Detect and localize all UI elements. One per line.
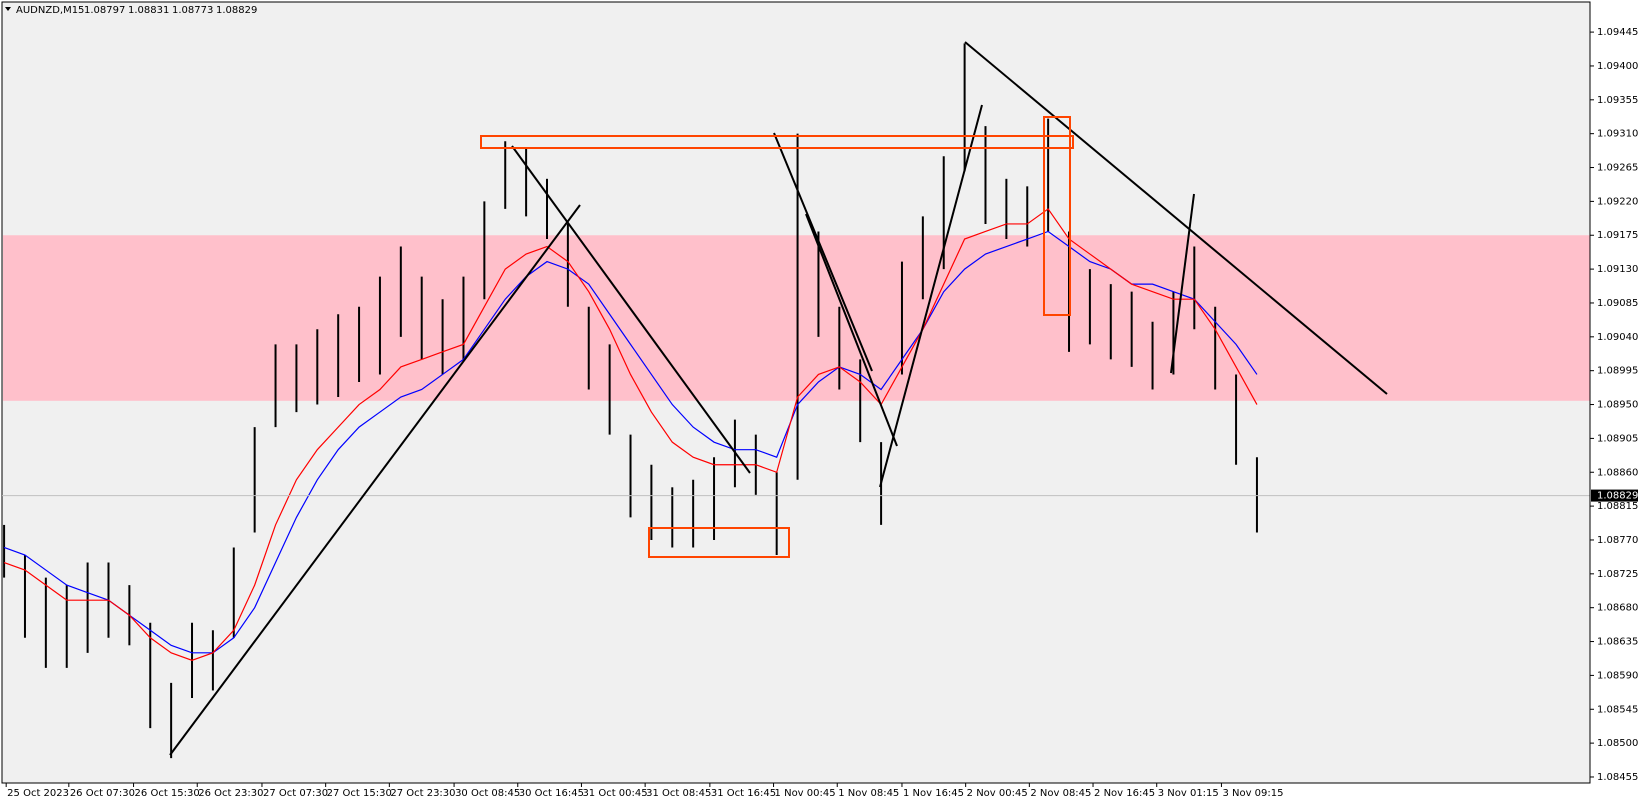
symbol-title: AUDNZD,M15: [16, 5, 84, 16]
y-tick-label: 1.08590: [1597, 670, 1638, 681]
x-tick-label: 1 Nov 16:45: [903, 788, 964, 799]
y-tick-label: 1.08860: [1597, 467, 1638, 478]
x-tick-label: 1 Nov 08:45: [838, 788, 899, 799]
x-tick-label: 25 Oct 2023: [7, 788, 69, 799]
y-tick-label: 1.09355: [1597, 95, 1638, 106]
y-tick-label: 1.08635: [1597, 637, 1638, 648]
y-tick-label: 1.09220: [1597, 196, 1638, 207]
x-tick-label: 2 Nov 00:45: [967, 788, 1028, 799]
zone-layer: [3, 235, 1590, 401]
trend-line: [511, 145, 751, 474]
level-box: [480, 135, 1074, 149]
trend-line: [169, 204, 581, 756]
x-tick-label: 31 Oct 00:45: [582, 788, 647, 799]
x-tick-label: 3 Nov 01:15: [1158, 788, 1219, 799]
x-tick-label: 30 Oct 08:45: [455, 788, 520, 799]
open-value: 1.08797: [84, 5, 125, 16]
x-tick-label: 2 Nov 08:45: [1030, 788, 1091, 799]
trend-line: [1170, 193, 1195, 374]
y-tick-label: 1.08680: [1597, 603, 1638, 614]
trend-line: [879, 104, 983, 488]
x-tick-label: 26 Oct 23:30: [198, 788, 263, 799]
y-tick-label: 1.09085: [1597, 298, 1638, 309]
x-tick-label: 2 Nov 16:45: [1094, 788, 1155, 799]
x-tick-label: 26 Oct 15:30: [135, 788, 200, 799]
y-tick-label: 1.09130: [1597, 264, 1638, 275]
y-tick-label: 1.08905: [1597, 433, 1638, 444]
low-value: 1.08773: [172, 5, 213, 16]
x-tick-label: 27 Oct 23:30: [390, 788, 455, 799]
y-tick-label: 1.09310: [1597, 129, 1638, 140]
x-tick-label: 1 Nov 00:45: [775, 788, 836, 799]
y-tick-label: 1.08455: [1597, 772, 1638, 783]
last-price-box: [1591, 489, 1638, 502]
trend-line: [964, 41, 1388, 395]
y-tick-label: 1.09175: [1597, 230, 1638, 241]
x-tick-label: 31 Oct 08:45: [646, 788, 711, 799]
x-tick-label: 27 Oct 07:30: [263, 788, 328, 799]
moving-average: [3, 208, 1258, 661]
level-box: [1043, 116, 1071, 316]
annotations: [169, 41, 1388, 756]
level-box: [648, 527, 790, 558]
y-tick-label: 1.08500: [1597, 738, 1638, 749]
high-value: 1.08831: [128, 5, 169, 16]
menu-arrow: [5, 7, 11, 11]
x-tick-label: 3 Nov 09:15: [1222, 788, 1283, 799]
y-tick-label: 1.08815: [1597, 501, 1638, 512]
header: AUDNZD,M15 1.08797 1.08831 1.08773 1.088…: [5, 5, 257, 16]
y-tick-label: 1.08725: [1597, 569, 1638, 580]
y-tick-label: 1.09265: [1597, 163, 1638, 174]
y-tick-label: 1.09400: [1597, 61, 1638, 72]
trend-line: [773, 132, 873, 372]
data-layer: [2, 43, 1590, 759]
y-tick-label: 1.08950: [1597, 400, 1638, 411]
y-tick-label: 1.08995: [1597, 366, 1638, 377]
y-tick-label: 1.09445: [1597, 27, 1638, 38]
close-value: 1.08829: [216, 5, 257, 16]
x-tick-label: 31 Oct 16:45: [711, 788, 776, 799]
price-zone: [3, 235, 1590, 401]
x-tick-label: 30 Oct 16:45: [519, 788, 584, 799]
x-tick-label: 27 Oct 15:30: [327, 788, 392, 799]
x-tick-label: 26 Oct 07:30: [70, 788, 135, 799]
y-tick-label: 1.08770: [1597, 535, 1638, 546]
last-price-label: 1.08829: [1597, 491, 1638, 502]
y-tick-label: 1.08545: [1597, 704, 1638, 715]
trend-line: [805, 213, 898, 447]
y-tick-label: 1.09040: [1597, 332, 1638, 343]
